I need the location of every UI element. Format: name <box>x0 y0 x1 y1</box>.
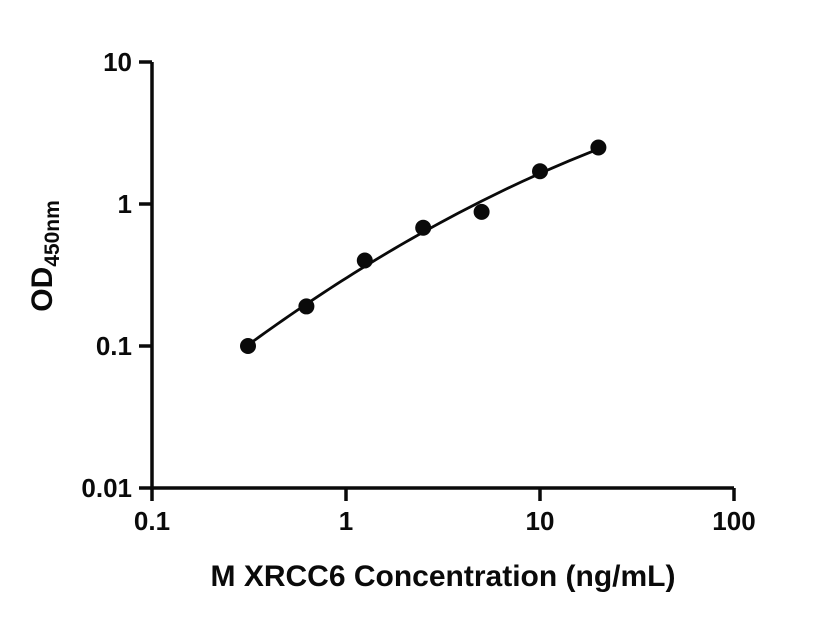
x-axis-title: M XRCC6 Concentration (ng/mL) <box>211 560 676 593</box>
x-tick-label: 0.1 <box>134 506 170 536</box>
data-point <box>298 298 315 315</box>
y-tick-label: 0.01 <box>81 473 132 503</box>
y-tick-label: 0.1 <box>96 331 132 361</box>
y-axis-title: OD450nm <box>26 200 64 312</box>
y-tick-label: 1 <box>118 189 132 219</box>
x-tick-label: 1 <box>339 506 353 536</box>
data-point <box>356 252 373 269</box>
data-point <box>415 219 432 236</box>
axis-spines <box>150 62 734 490</box>
y-axis-title-main: OD <box>26 267 59 312</box>
fitted-curve <box>246 147 600 347</box>
y-axis-title-subscript: 450nm <box>41 200 64 267</box>
data-point <box>473 203 490 220</box>
x-tick-label: 100 <box>712 506 755 536</box>
y-tick-label: 10 <box>103 47 132 77</box>
data-point <box>240 338 256 354</box>
data-point <box>532 163 548 180</box>
data-point <box>590 139 607 156</box>
x-tick-label: 10 <box>526 506 555 536</box>
